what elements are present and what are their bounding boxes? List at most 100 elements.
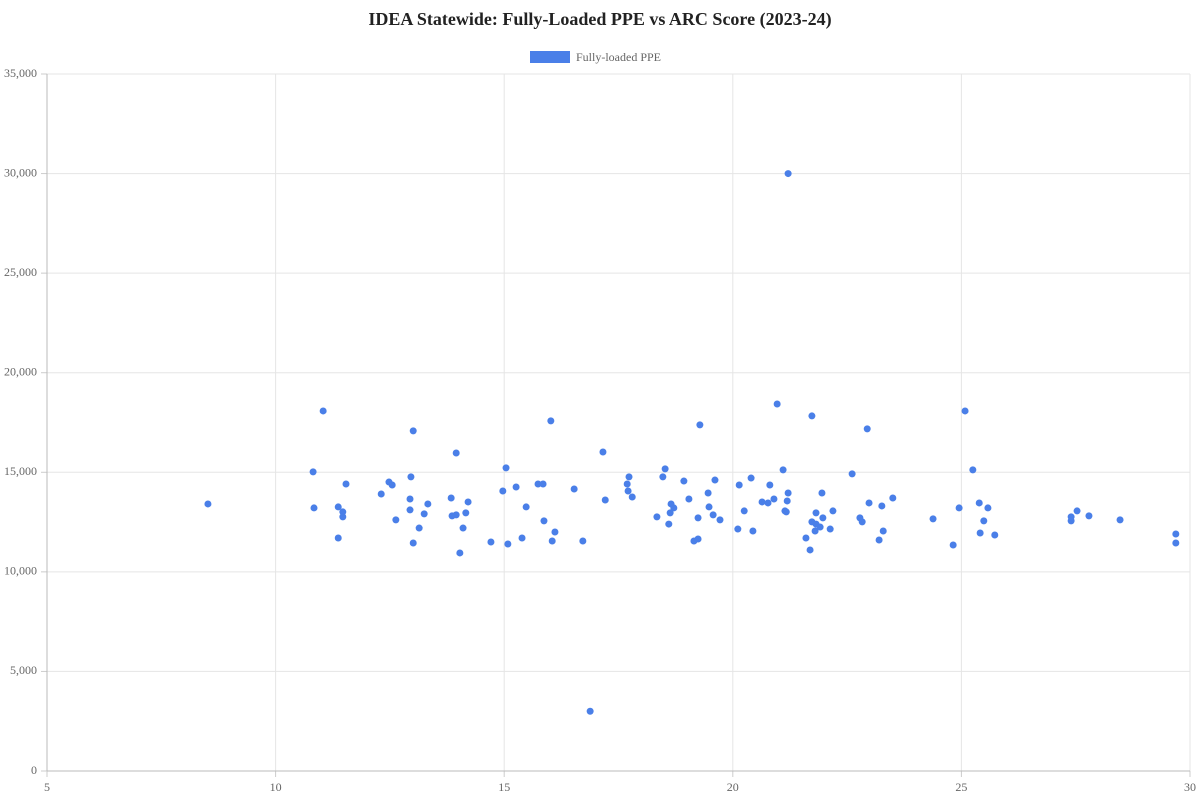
point — [929, 515, 937, 523]
point — [407, 473, 415, 481]
point — [339, 513, 347, 521]
point — [547, 417, 555, 425]
point — [319, 407, 327, 415]
legend-label: Fully-loaded PPE — [576, 50, 661, 64]
point — [659, 473, 667, 481]
point — [694, 535, 702, 543]
x-tick-label: 30 — [1184, 780, 1196, 794]
point — [551, 528, 559, 536]
point — [499, 487, 507, 495]
point — [464, 498, 472, 506]
point — [334, 503, 342, 511]
point — [1172, 539, 1180, 547]
point — [955, 504, 963, 512]
point — [447, 494, 455, 502]
point — [1172, 530, 1180, 538]
point — [601, 496, 609, 504]
point — [452, 511, 460, 519]
point — [625, 473, 633, 481]
y-tick-label: 0 — [31, 763, 37, 777]
point — [586, 707, 594, 715]
point — [540, 517, 548, 525]
point — [980, 517, 988, 525]
legend-swatch — [530, 51, 570, 63]
point — [806, 546, 814, 554]
point — [534, 480, 542, 488]
point — [1067, 517, 1075, 525]
point — [829, 507, 837, 515]
point — [749, 527, 757, 535]
point — [764, 499, 772, 507]
point — [204, 500, 212, 508]
point — [518, 534, 526, 542]
point — [512, 483, 520, 491]
y-tick-label: 5,000 — [10, 663, 37, 677]
y-tick-label: 25,000 — [4, 265, 37, 279]
point — [747, 474, 755, 482]
point — [704, 489, 712, 497]
point — [1116, 516, 1124, 524]
point — [716, 516, 724, 524]
x-tick-label: 25 — [955, 780, 967, 794]
point — [1085, 512, 1093, 520]
point — [670, 504, 678, 512]
point — [409, 539, 417, 547]
point — [766, 481, 774, 489]
x-tick-label: 10 — [270, 780, 282, 794]
point — [406, 506, 414, 514]
point — [570, 485, 578, 493]
point — [694, 514, 702, 522]
chart-title: IDEA Statewide: Fully-Loaded PPE vs ARC … — [368, 9, 831, 30]
point — [665, 520, 673, 528]
point — [969, 466, 977, 474]
point — [709, 511, 717, 519]
point — [504, 540, 512, 548]
point — [819, 514, 827, 522]
y-tick-label: 15,000 — [4, 464, 37, 478]
point — [758, 498, 766, 506]
point — [420, 510, 428, 518]
point — [661, 465, 669, 473]
point — [462, 509, 470, 517]
point — [456, 549, 464, 557]
point — [740, 507, 748, 515]
point — [711, 476, 719, 484]
point — [415, 524, 423, 532]
point — [784, 489, 792, 497]
point — [889, 494, 897, 502]
y-tick-label: 35,000 — [4, 66, 37, 80]
point — [984, 504, 992, 512]
y-tick-label: 20,000 — [4, 364, 37, 378]
point — [680, 477, 688, 485]
point — [539, 480, 547, 488]
point — [783, 497, 791, 505]
point — [773, 400, 781, 408]
point — [816, 523, 824, 531]
point — [377, 490, 385, 498]
point — [599, 448, 607, 456]
x-tick-label: 20 — [727, 780, 739, 794]
point — [705, 503, 713, 511]
point — [949, 541, 957, 549]
point — [424, 500, 432, 508]
point — [696, 421, 704, 429]
point — [623, 480, 631, 488]
point — [309, 468, 317, 476]
point — [784, 170, 792, 178]
point — [624, 487, 632, 495]
point — [342, 480, 350, 488]
point — [826, 525, 834, 533]
point — [863, 425, 871, 433]
point — [770, 495, 778, 503]
point — [782, 508, 790, 516]
point — [865, 499, 873, 507]
point — [452, 449, 460, 457]
point — [879, 527, 887, 535]
point — [802, 534, 810, 542]
point — [735, 481, 743, 489]
point — [548, 537, 556, 545]
point — [409, 427, 417, 435]
point — [811, 527, 819, 535]
point — [579, 537, 587, 545]
